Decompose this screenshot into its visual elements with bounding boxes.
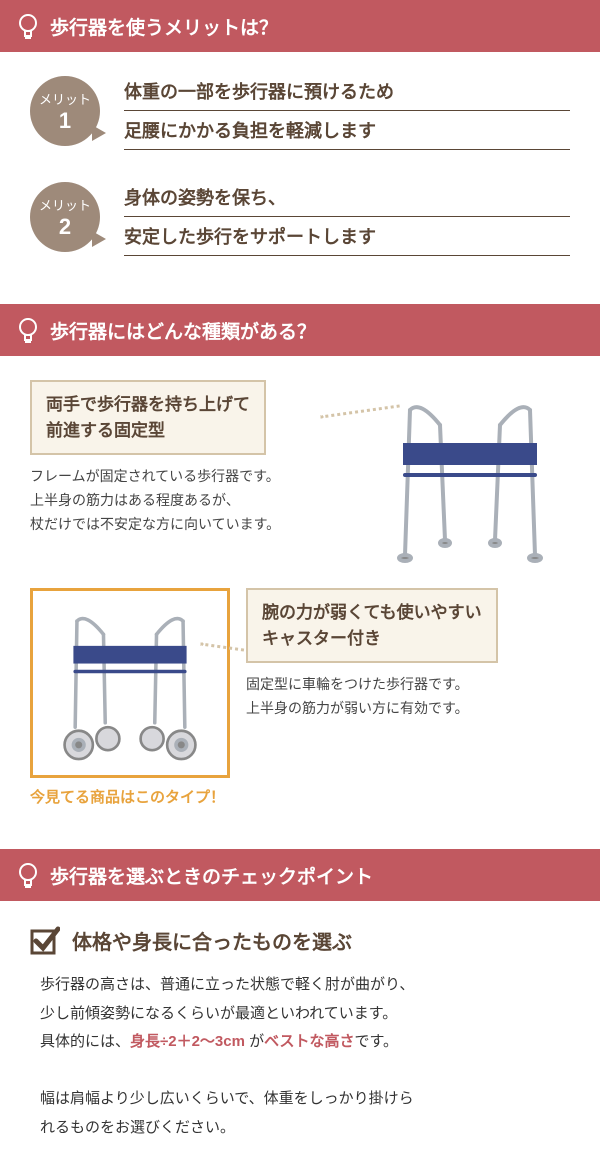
formula-highlight: 身長÷2＋2～3cm [130,1033,245,1050]
label-line: 両手で歩行器を持ち上げて [46,395,250,414]
tips-line: 幅は肩幅より少し広いくらいで、体重をしっかり掛けら [40,1090,414,1107]
merit-item: メリット 2 身体の姿勢を保ち、 安定した歩行をサポートします [30,178,570,256]
tips-line: 具体的には、 [40,1033,130,1050]
section-header-types: 歩行器にはどんな種類がある？ [0,304,600,356]
tips-line: が [245,1033,264,1050]
header-title: 歩行器を選ぶときのチェックポイント [50,862,373,889]
merit-label: メリット [39,195,91,214]
desc-line: 杖だけでは不安定な方に向いています。 [30,516,280,532]
type-label-caster: 腕の力が弱くても使いやすい キャスター付き [246,588,498,663]
merit-text: 身体の姿勢を保ち、 安定した歩行をサポートします [124,178,570,256]
types-section: 両手で歩行器を持ち上げて 前進する固定型 フレームが固定されている歩行器です。 … [0,356,600,849]
tips-line: れるものをお選びください。 [40,1119,235,1136]
walker-fixed-image [370,380,570,570]
section-header-merits: 歩行器を使うメリットは？ [0,0,600,52]
header-title: 歩行器にはどんな種類がある？ [50,317,316,344]
tips-section: 体格や身長に合ったものを選ぶ 歩行器の高さは、普通に立った状態で軽く肘が曲がり、… [0,901,600,1166]
merit-item: メリット 1 体重の一部を歩行器に預けるため 足腰にかかる負担を軽減します [30,72,570,150]
current-product-tag: 今見てる商品はこのタイプ！ [30,786,230,807]
check-title-text: 体格や身長に合ったものを選ぶ [72,926,352,955]
desc-line: 上半身の筋力はある程度あるが、 [30,492,240,508]
label-line: 腕の力が弱くても使いやすい [262,603,482,622]
walker-caster-image [30,588,230,778]
type-desc: 固定型に車輪をつけた歩行器です。 上半身の筋力が弱い方に有効です。 [246,673,570,721]
tips-body: 歩行器の高さは、普通に立った状態で軽く肘が曲がり、 少し前傾姿勢になるくらいが最… [30,971,570,1142]
header-title: 歩行器を使うメリットは？ [50,13,278,40]
type-info: 腕の力が弱くても使いやすい キャスター付き 固定型に車輪をつけた歩行器です。 上… [246,588,570,721]
merit-section: メリット 1 体重の一部を歩行器に預けるため 足腰にかかる負担を軽減します メリ… [0,52,600,304]
type-desc: フレームが固定されている歩行器です。 上半身の筋力はある程度あるが、 杖だけでは… [30,465,354,536]
tips-line: 歩行器の高さは、普通に立った状態で軽く肘が曲がり、 [40,976,414,993]
label-line: 前進する固定型 [46,421,165,440]
desc-line: 上半身の筋力が弱い方に有効です。 [246,700,469,716]
section-header-tips: 歩行器を選ぶときのチェックポイント [0,849,600,901]
merit-label: メリット [39,89,91,108]
type-info: 両手で歩行器を持ち上げて 前進する固定型 フレームが固定されている歩行器です。 … [30,380,354,536]
desc-line: フレームが固定されている歩行器です。 [30,468,280,484]
merit-badge: メリット 2 [30,182,100,252]
lightbulb-icon [16,12,40,40]
type-row-caster: 腕の力が弱くても使いやすい キャスター付き 固定型に車輪をつけた歩行器です。 上… [30,588,570,807]
lightbulb-icon [16,316,40,344]
label-line: キャスター付き [262,629,381,648]
tips-line: です。 [354,1033,398,1050]
merit-line: 安定した歩行をサポートします [124,217,570,256]
merit-badge: メリット 1 [30,76,100,146]
merit-text: 体重の一部を歩行器に預けるため 足腰にかかる負担を軽減します [124,72,570,150]
merit-line: 足腰にかかる負担を軽減します [124,111,570,150]
desc-line: 固定型に車輪をつけた歩行器です。 [246,676,469,692]
best-highlight: ベストな高さ [264,1033,354,1050]
tips-line: 少し前傾姿勢になるくらいが最適といわれています。 [40,1005,397,1022]
merit-number: 2 [59,214,71,240]
walker-caster-wrapper: 今見てる商品はこのタイプ！ [30,588,230,807]
merit-number: 1 [59,108,71,134]
lightbulb-icon [16,861,40,889]
check-title: 体格や身長に合ったものを選ぶ [30,925,570,955]
merit-line: 身体の姿勢を保ち、 [124,178,570,217]
merit-line: 体重の一部を歩行器に預けるため [124,72,570,111]
checkmark-icon [30,925,60,955]
type-label-fixed: 両手で歩行器を持ち上げて 前進する固定型 [30,380,266,455]
type-row-fixed: 両手で歩行器を持ち上げて 前進する固定型 フレームが固定されている歩行器です。 … [30,380,570,570]
